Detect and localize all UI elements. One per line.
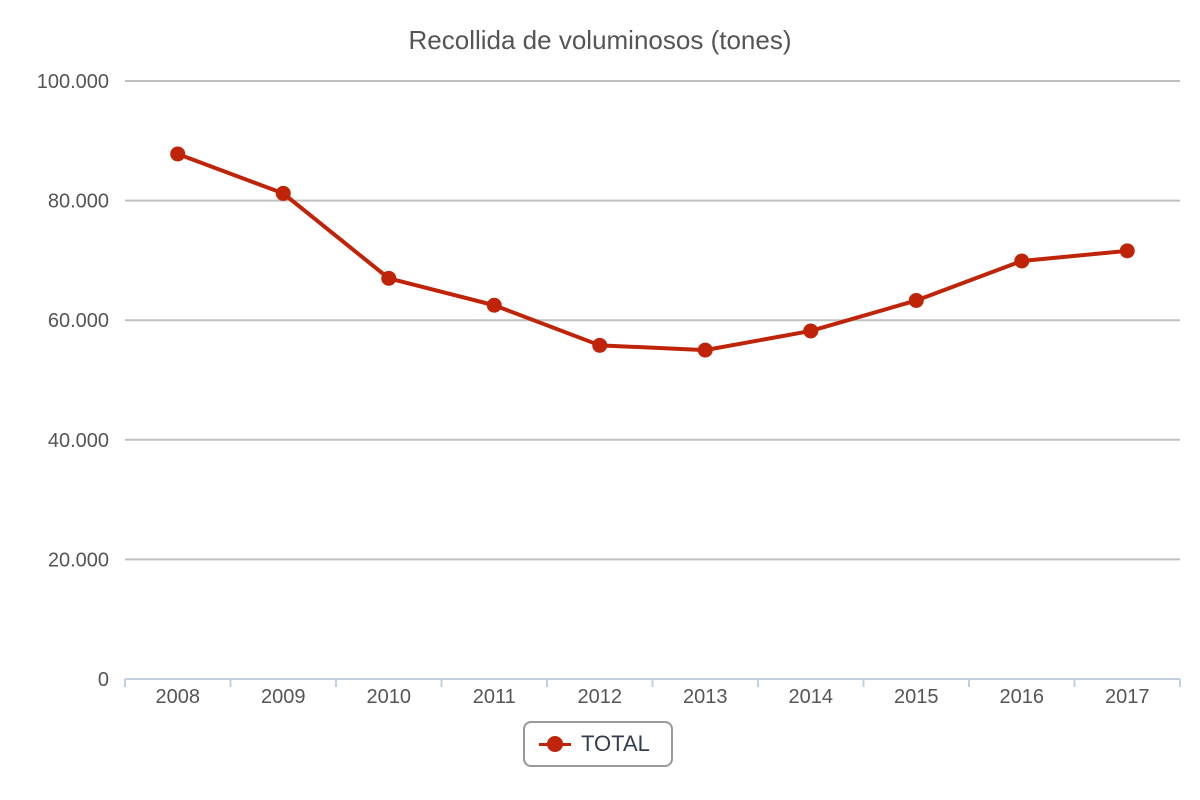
x-tick-label: 2012 (578, 686, 623, 708)
x-tick-label: 2011 (473, 686, 516, 708)
data-point[interactable] (486, 297, 502, 313)
y-axis: 0 20.000 40.000 60.000 80.000 100.000 (37, 71, 109, 691)
data-point[interactable] (381, 270, 397, 286)
data-point[interactable] (1119, 243, 1135, 259)
data-point[interactable] (592, 337, 608, 353)
y-tick-label: 20.000 (48, 549, 109, 571)
data-point[interactable] (275, 185, 291, 201)
x-tick-label: 2008 (156, 686, 201, 708)
chart-title: Recollida de voluminosos (tones) (409, 25, 792, 55)
x-tick-label: 2009 (261, 686, 306, 708)
y-tick-label: 100.000 (37, 71, 109, 93)
data-point[interactable] (170, 146, 186, 162)
legend-label-total: TOTAL (581, 731, 650, 756)
data-point[interactable] (1014, 253, 1030, 269)
x-tick-label: 2014 (789, 686, 834, 708)
x-axis: 2008 2009 2010 2011 2012 2013 2014 2015 2016 2017 (124, 678, 1181, 708)
series-total (170, 146, 1135, 358)
x-tick-label: 2017 (1105, 686, 1150, 708)
grid-lines (125, 80, 1180, 561)
data-point[interactable] (697, 342, 713, 358)
x-tick-label: 2010 (367, 686, 412, 708)
y-tick-label: 60.000 (48, 310, 109, 332)
x-tick-label: 2015 (894, 686, 939, 708)
y-tick-label: 40.000 (48, 430, 109, 452)
series-line (177, 152, 1128, 353)
legend[interactable]: TOTAL (523, 721, 673, 767)
data-point[interactable] (803, 323, 819, 339)
x-tick-label: 2013 (683, 686, 728, 708)
y-tick-label: 80.000 (48, 191, 109, 213)
y-tick-label: 0 (98, 669, 109, 691)
legend-marker-icon (539, 734, 571, 754)
data-point[interactable] (908, 292, 924, 308)
x-tick-label: 2016 (1000, 686, 1045, 708)
